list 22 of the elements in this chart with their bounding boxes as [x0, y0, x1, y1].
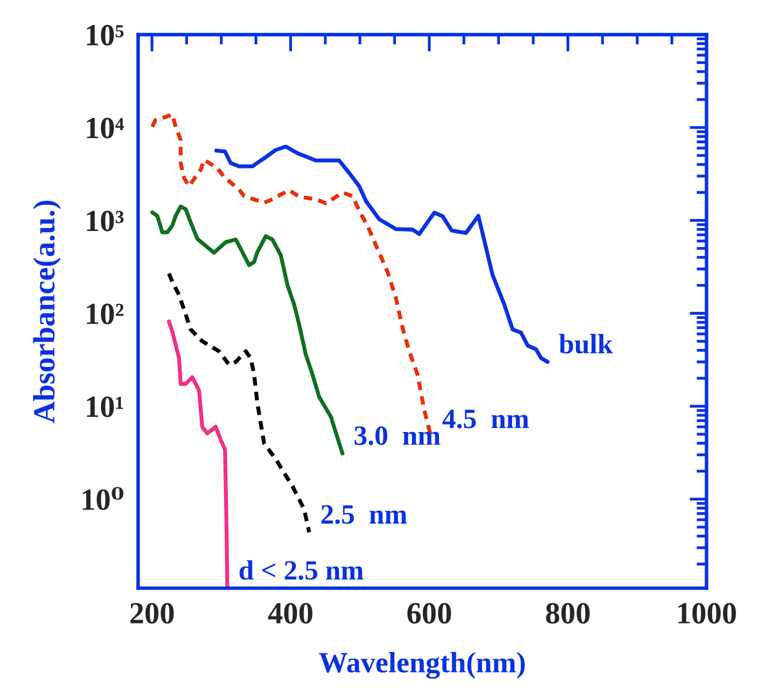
line-series: [167, 272, 312, 534]
line-series: [167, 319, 230, 588]
x-tick-label: 600: [407, 602, 452, 624]
series-label: bulk: [559, 334, 613, 354]
x-axis-title: Wavelength(nm): [319, 652, 525, 679]
y-axis-title: Absorbance(a.u.): [33, 200, 61, 424]
series-label: d < 2.5 nm: [240, 560, 364, 580]
y-tick-label: 10⁰: [82, 487, 124, 510]
x-tick-label: 200: [130, 602, 174, 624]
line-series: [214, 144, 550, 364]
series-label: 2.5 nm: [321, 505, 407, 524]
x-tick-label: 1000: [678, 602, 736, 624]
y-tick-label: 10⁴: [86, 118, 124, 138]
series-label: 4.5 nm: [442, 410, 529, 428]
x-tick-label: 800: [546, 602, 590, 624]
line-series: [150, 204, 344, 456]
x-tick-label: 400: [268, 602, 312, 624]
series-label: 3.0 nm: [354, 426, 440, 446]
y-tick-label: 10²: [86, 304, 124, 324]
y-tick-label: 10⁵: [86, 24, 124, 46]
y-tick-label: 10³: [86, 210, 124, 232]
y-tick-label: 10¹: [86, 396, 124, 418]
